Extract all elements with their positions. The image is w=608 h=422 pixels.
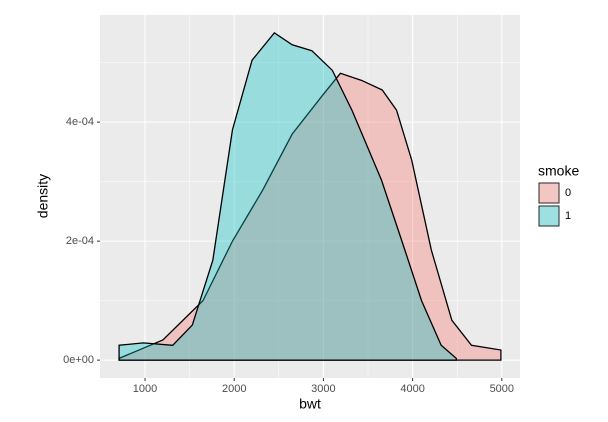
legend-title: smoke	[538, 163, 579, 179]
density-area	[118, 72, 502, 361]
legend-key-bg	[538, 182, 560, 204]
density-area	[118, 31, 457, 361]
legend-key	[538, 182, 560, 204]
legend-key	[538, 205, 560, 227]
legend-key-bg	[538, 205, 560, 227]
x-tick-label: 2000	[222, 383, 246, 395]
y-tick-label: 2e-04	[66, 235, 94, 247]
x-tick-label: 3000	[311, 383, 335, 395]
y-tick-label: 0e+00	[63, 354, 94, 366]
legend-label: 1	[565, 210, 571, 222]
x-tick-label: 5000	[490, 383, 514, 395]
panel	[100, 15, 520, 378]
x-axis-title: bwt	[299, 396, 321, 412]
y-axis-title: density	[35, 174, 51, 218]
legend-label: 0	[565, 187, 571, 199]
x-tick-label: 1000	[133, 383, 157, 395]
x-tick-label: 4000	[400, 383, 424, 395]
y-tick-label: 4e-04	[66, 116, 94, 128]
